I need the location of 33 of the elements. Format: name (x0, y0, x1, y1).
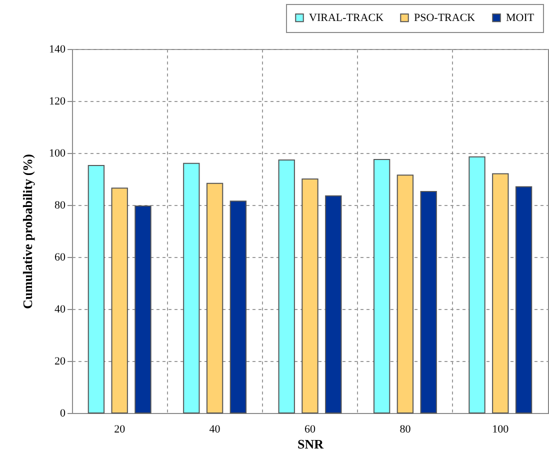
y-tick-label: 40 (54, 304, 66, 316)
bar (373, 159, 390, 414)
bar (302, 178, 318, 414)
legend-label: VIRAL-TRACK (309, 12, 384, 24)
bar (111, 188, 128, 414)
y-axis-title: Cumulative probability (%) (20, 154, 35, 310)
x-tick-label: 40 (209, 424, 221, 436)
bar (515, 186, 532, 414)
y-tick-label: 80 (54, 200, 66, 212)
y-tick-label: 100 (49, 148, 66, 160)
x-tick-label: 20 (114, 424, 126, 436)
bar (325, 195, 342, 414)
bar (420, 190, 437, 414)
bar (492, 173, 509, 414)
bar (468, 156, 486, 414)
legend-label: MOIT (506, 12, 534, 24)
y-tick-label: 20 (54, 356, 66, 368)
x-tick-label: 60 (304, 424, 316, 436)
x-axis-title: SNR (297, 436, 324, 452)
x-tick-label: 100 (492, 424, 510, 436)
bar (396, 174, 414, 414)
y-tick-label: 120 (49, 96, 66, 108)
y-tick-label: 0 (60, 408, 66, 420)
y-tick-label: 140 (49, 44, 66, 56)
bar (88, 164, 105, 414)
y-tick-label: 60 (54, 252, 66, 264)
x-tick-label: 80 (400, 424, 412, 436)
bar (230, 200, 247, 414)
legend-label: PSO-TRACK (414, 12, 476, 24)
bar (278, 160, 295, 414)
bar (206, 182, 224, 414)
bar (134, 206, 152, 414)
bar (183, 162, 200, 414)
